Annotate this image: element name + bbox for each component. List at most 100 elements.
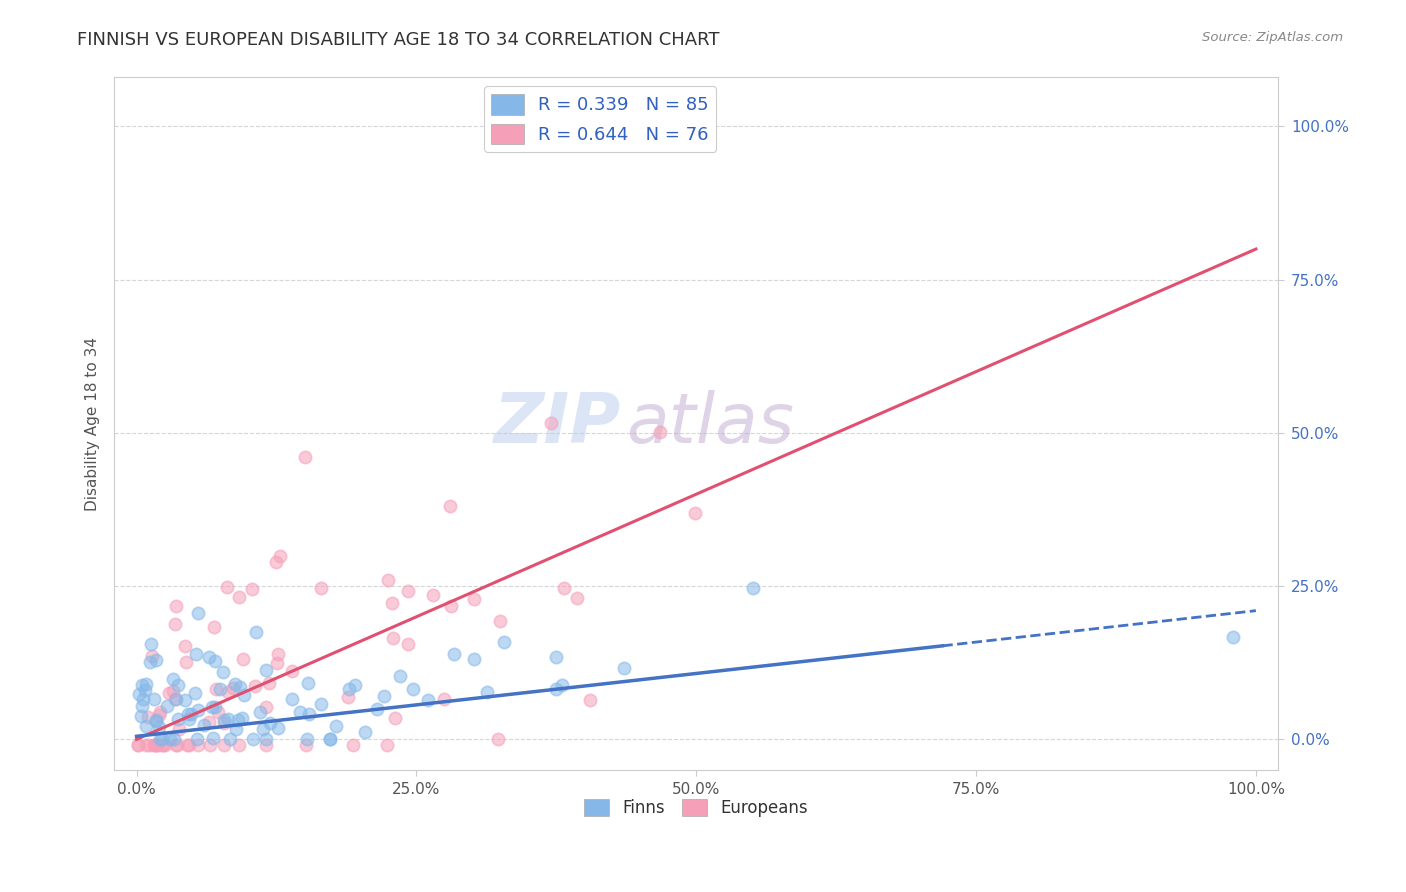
Point (231, 711, 253, 725)
Point (159, 732, 181, 747)
Point (226, 713, 249, 727)
Point (254, 700, 277, 714)
Point (443, 647, 465, 661)
Text: Source: ZipAtlas.com: Source: ZipAtlas.com (1202, 31, 1343, 45)
Point (134, 683, 156, 698)
Point (242, 732, 264, 747)
Point (1222, 630, 1244, 644)
Point (266, 656, 288, 670)
Point (337, 681, 360, 696)
Point (163, 616, 186, 631)
Point (173, 693, 195, 707)
Point (180, 706, 202, 721)
Point (567, 591, 589, 606)
Point (173, 639, 195, 653)
Point (186, 732, 208, 747)
Point (294, 450, 316, 464)
Point (259, 716, 281, 731)
Point (202, 620, 225, 634)
Point (131, 698, 153, 713)
Point (153, 739, 176, 753)
Point (177, 706, 200, 721)
Point (489, 614, 512, 628)
Point (204, 655, 226, 669)
Point (131, 678, 153, 692)
Point (416, 693, 439, 707)
Point (186, 648, 208, 662)
Point (269, 549, 291, 563)
Point (319, 732, 342, 747)
Point (422, 588, 444, 602)
Point (245, 679, 267, 693)
Point (187, 739, 209, 753)
Point (174, 655, 197, 669)
Point (228, 590, 250, 604)
Point (165, 692, 187, 706)
Point (232, 651, 254, 665)
Point (208, 682, 231, 697)
Point (221, 681, 243, 696)
Point (249, 705, 271, 719)
Point (198, 649, 221, 664)
Point (198, 714, 221, 729)
Point (205, 681, 228, 696)
Legend: Finns, Europeans: Finns, Europeans (578, 792, 814, 824)
Y-axis label: Disability Age 18 to 34: Disability Age 18 to 34 (86, 336, 100, 511)
Point (377, 574, 399, 588)
Point (132, 691, 155, 706)
Point (138, 739, 160, 753)
Point (486, 732, 509, 747)
Point (145, 714, 167, 729)
Point (150, 732, 173, 747)
Point (142, 691, 165, 706)
Point (494, 635, 516, 649)
Point (152, 739, 174, 753)
Point (148, 720, 170, 734)
Point (212, 716, 235, 731)
Point (184, 686, 207, 700)
Point (212, 665, 235, 679)
Point (553, 581, 575, 595)
Point (217, 685, 239, 699)
Point (389, 669, 412, 683)
Point (165, 599, 187, 613)
Point (396, 637, 419, 651)
Point (176, 738, 198, 752)
Point (212, 713, 235, 727)
Point (166, 739, 188, 753)
Point (264, 555, 287, 569)
Point (295, 739, 318, 753)
Point (254, 732, 277, 747)
Point (193, 717, 215, 731)
Point (402, 682, 425, 697)
Point (298, 707, 321, 722)
Text: ZIP: ZIP (494, 390, 620, 458)
Point (245, 625, 267, 640)
Point (228, 739, 250, 753)
Point (229, 681, 252, 695)
Point (295, 732, 318, 747)
Point (187, 606, 209, 620)
Point (336, 690, 359, 704)
Text: FINNISH VS EUROPEAN DISABILITY AGE 18 TO 34 CORRELATION CHART: FINNISH VS EUROPEAN DISABILITY AGE 18 TO… (77, 31, 720, 49)
Point (167, 678, 190, 692)
Point (382, 632, 405, 646)
Text: atlas: atlas (627, 390, 794, 458)
Point (163, 732, 186, 747)
Point (396, 583, 419, 598)
Point (254, 739, 277, 753)
Point (254, 663, 277, 677)
Point (309, 698, 332, 712)
Point (290, 705, 312, 719)
Point (162, 683, 184, 698)
Point (381, 596, 404, 610)
Point (217, 712, 239, 726)
Point (281, 664, 304, 678)
Point (145, 653, 167, 667)
Point (162, 672, 184, 686)
Point (135, 739, 157, 753)
Point (207, 705, 229, 719)
Point (141, 648, 163, 663)
Point (149, 732, 172, 747)
Point (648, 425, 671, 439)
